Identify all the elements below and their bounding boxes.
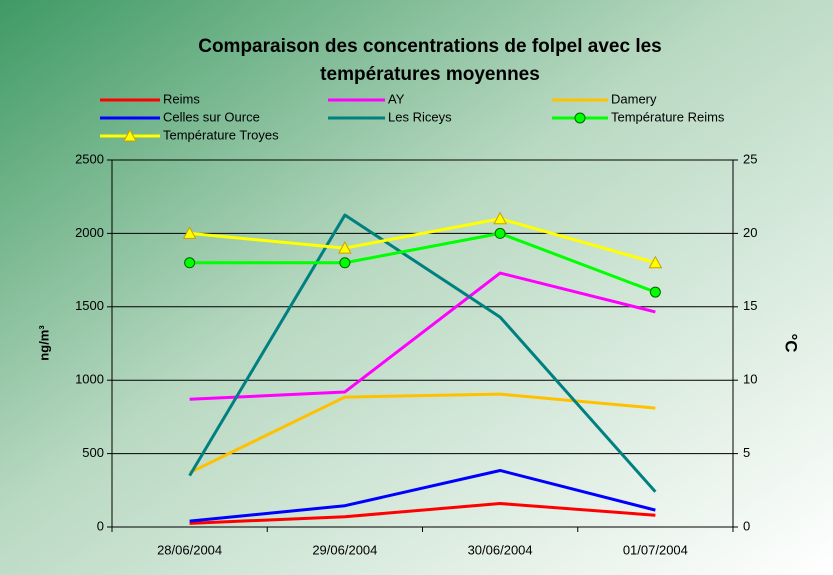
y2-tick-label: 25	[743, 151, 757, 166]
marker	[648, 255, 663, 269]
series-line	[188, 213, 657, 493]
y-tick-label: 1500	[75, 298, 104, 313]
y2-tick-label: 10	[743, 372, 757, 387]
series-line	[189, 271, 656, 401]
legend-label: Damery	[611, 91, 657, 106]
x-tick-label: 28/06/2004	[157, 542, 222, 557]
legend-marker	[574, 112, 586, 124]
chart-title: températures moyennes	[320, 64, 540, 85]
y-tick-label: 2500	[75, 151, 104, 166]
y-tick-label: 1000	[75, 372, 104, 387]
y2-tick-label: 15	[743, 298, 757, 313]
chart-title: Comparaison des concentrations de folpel…	[198, 36, 662, 57]
series-line	[189, 468, 656, 523]
legend-label: Celles sur Ource	[163, 109, 260, 124]
marker	[182, 226, 197, 239]
marker	[649, 286, 661, 298]
y2-tick-label: 20	[743, 225, 757, 240]
y-axis-label: ng/m³	[36, 325, 51, 361]
marker	[184, 257, 196, 269]
legend-label: Reims	[163, 91, 200, 106]
legend-label: Température Reims	[611, 109, 725, 124]
marker	[338, 241, 352, 254]
marker	[494, 227, 506, 239]
y-tick-label: 0	[97, 518, 104, 533]
y-tick-label: 2000	[75, 225, 104, 240]
marker	[493, 211, 507, 225]
series-line	[189, 217, 656, 265]
legend-label: Température Troyes	[163, 127, 279, 142]
y-tick-label: 500	[82, 445, 104, 460]
legend-label: Les Riceys	[388, 109, 452, 124]
marker	[339, 257, 351, 269]
y2-tick-label: 0	[743, 518, 750, 533]
x-tick-label: 29/06/2004	[312, 542, 377, 557]
y2-tick-label: 5	[743, 445, 750, 460]
y2-axis-label: °C	[782, 333, 801, 352]
x-tick-label: 01/07/2004	[623, 542, 688, 557]
series-line	[189, 231, 656, 294]
series-line	[188, 392, 656, 475]
legend-label: AY	[388, 91, 405, 106]
x-tick-label: 30/06/2004	[468, 542, 533, 557]
legend-marker	[123, 128, 137, 142]
series-line	[189, 502, 656, 525]
